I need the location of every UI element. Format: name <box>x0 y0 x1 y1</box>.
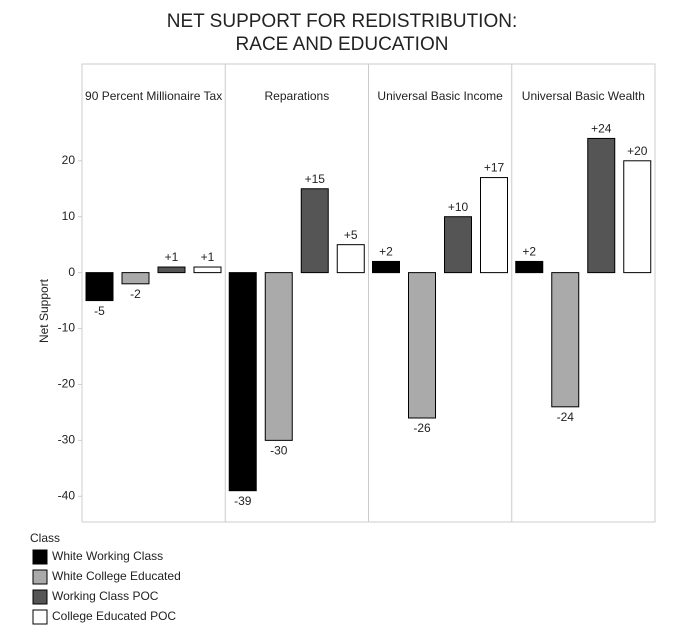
bar <box>515 260 544 274</box>
y-axis-label: Net Support <box>37 278 51 343</box>
bar <box>551 272 580 408</box>
bar <box>336 244 365 274</box>
value-label: +24 <box>591 122 612 136</box>
y-tick-label: 20 <box>62 153 76 167</box>
legend-label: Working Class POC <box>52 589 159 603</box>
chart-title: RACE AND EDUCATION <box>236 34 449 55</box>
value-label: +2 <box>379 245 393 259</box>
legend-swatch <box>32 589 48 605</box>
legend-label: College Educated POC <box>52 609 176 623</box>
chart-title: NET SUPPORT FOR REDISTRIBUTION: <box>167 11 518 32</box>
y-tick-label: -40 <box>58 488 76 502</box>
value-label: -5 <box>94 304 105 318</box>
bar <box>228 272 257 492</box>
bar <box>408 272 436 419</box>
y-tick-label: 10 <box>62 209 76 223</box>
bar <box>480 177 508 274</box>
bar <box>85 272 114 302</box>
legend-label: White College Educated <box>52 569 181 583</box>
y-tick-label: -20 <box>58 377 76 391</box>
legend-swatch <box>32 609 48 625</box>
value-label: -30 <box>270 444 288 458</box>
value-label: -39 <box>234 494 252 508</box>
value-label: +5 <box>344 228 358 242</box>
bar <box>623 160 652 274</box>
value-label: +1 <box>165 250 179 264</box>
legend-swatch <box>32 549 48 565</box>
y-tick-label: -10 <box>58 321 76 335</box>
panel-label: Universal Basic Income <box>377 89 503 103</box>
value-label: -24 <box>557 410 575 424</box>
bar <box>372 260 400 274</box>
value-label: -26 <box>413 421 431 435</box>
value-label: +2 <box>522 245 536 259</box>
value-label: +20 <box>627 144 648 158</box>
panel-label: 90 Percent Millionaire Tax <box>85 89 222 103</box>
bar <box>121 272 150 285</box>
value-label: +17 <box>484 161 505 175</box>
y-tick-label: 0 <box>68 265 75 279</box>
bar <box>444 216 472 274</box>
bar <box>300 188 329 274</box>
panel-label: Universal Basic Wealth <box>522 89 645 103</box>
value-label: +1 <box>201 250 215 264</box>
value-label: +10 <box>448 200 469 214</box>
value-label: +15 <box>305 172 326 186</box>
legend-label: White Working Class <box>52 549 163 563</box>
bar <box>193 266 222 274</box>
y-tick-label: -30 <box>58 433 76 447</box>
legend-swatch <box>32 569 48 585</box>
legend-title: Class <box>30 531 60 545</box>
panel-label: Reparations <box>265 89 330 103</box>
value-label: -2 <box>130 287 141 301</box>
bar <box>157 266 186 274</box>
bar <box>264 272 293 441</box>
bar <box>587 137 616 274</box>
